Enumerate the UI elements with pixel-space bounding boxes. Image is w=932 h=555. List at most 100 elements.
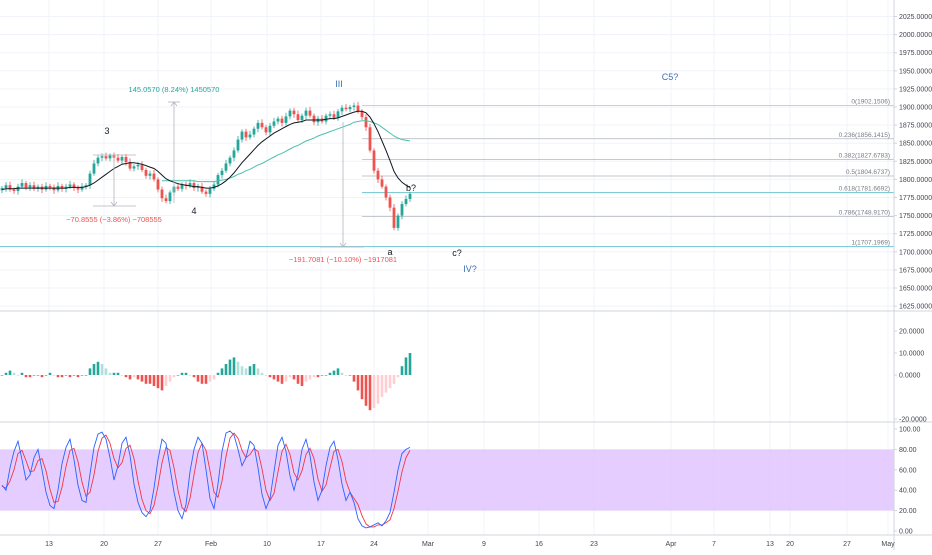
candle-body (4, 185, 8, 189)
histogram-bar (180, 372, 184, 375)
histogram-bar (228, 359, 232, 375)
elliott-wave-labels[interactable]: 3 4 III a b? c? IV? C5? (104, 72, 678, 274)
stochastic-axis[interactable]: 100.00 80.00 60.00 40.00 20.00 0.00 (894, 427, 921, 536)
candle-body (300, 115, 304, 121)
histogram-bar (252, 364, 256, 375)
time-axis-label: Apr (666, 541, 678, 548)
histogram-bar (168, 375, 172, 382)
stochastic-k-line (1, 430, 411, 529)
histogram-bar (272, 375, 276, 380)
candle-body (392, 207, 396, 228)
candle-body (140, 164, 144, 170)
candle-body (96, 157, 100, 164)
price-axis-label: 1975.0000 (899, 50, 932, 57)
histogram-bar (340, 372, 344, 375)
histogram-bar (372, 375, 376, 408)
histogram-bar (144, 375, 148, 384)
candle-body (24, 183, 28, 188)
fibonacci-retracement[interactable]: 0(1902.1506) 0.236(1856.1415) 0.382(1827.6… (0, 98, 894, 248)
ma-slow-line (162, 120, 411, 183)
wave-label-4: 4 (191, 206, 196, 216)
histogram-bar (140, 375, 144, 382)
time-axis-label: 24 (370, 541, 378, 548)
histogram-bar (12, 372, 16, 375)
candle-body (148, 173, 152, 176)
histogram-bar (188, 375, 192, 376)
price-axis-label: 1875.0000 (899, 123, 932, 130)
histogram-bar (312, 375, 316, 378)
histogram-bar (364, 375, 368, 406)
histogram-bar (240, 366, 244, 375)
candle-body (376, 170, 380, 180)
histogram-bar (392, 375, 396, 384)
candle-body (60, 185, 64, 189)
histogram-bar (108, 372, 112, 375)
time-axis-label: 9 (482, 541, 486, 548)
candle-body (312, 115, 316, 123)
candle-body (332, 114, 336, 118)
ma-fast-line (1, 110, 411, 190)
candle-body (12, 189, 16, 191)
histogram-bar (224, 364, 228, 375)
candle-body (384, 186, 388, 198)
time-axis[interactable]: 13 20 27 Feb 10 17 24 Mar 9 16 23 Apr 7 13 20 27 May (45, 541, 895, 548)
wave-label-IV: IV? (463, 264, 477, 274)
histogram-bar (288, 375, 292, 378)
histogram-bar (276, 375, 280, 382)
candle-body (236, 139, 240, 151)
candle-body (116, 157, 120, 161)
histogram-bar (28, 375, 32, 378)
wave-label-b: b? (406, 183, 416, 193)
candle-body (324, 115, 328, 122)
measure-big-arrow (339, 242, 347, 248)
candle-body (380, 179, 384, 187)
candle-body (264, 127, 268, 133)
histogram-axis[interactable]: 20.0000 10.0000 0.0000 -20.0000 (894, 329, 927, 424)
candle-body (204, 191, 208, 194)
price-axis[interactable]: 2025.0000 2000.0000 1975.0000 1950.0000 1925… (894, 14, 932, 311)
candle-body (364, 117, 368, 128)
candle-body (272, 121, 276, 126)
candle-body (340, 107, 344, 112)
histogram-bar (328, 372, 332, 375)
histogram-bar (156, 375, 160, 389)
histogram-bar (404, 357, 408, 375)
histogram-bar (336, 368, 340, 375)
candle-body (360, 111, 364, 118)
candle-body (308, 110, 312, 116)
histogram-bar (284, 375, 288, 382)
fib-level-label: 0.5(1804.6737) (846, 169, 890, 176)
price-axis-label: 1625.0000 (899, 304, 932, 311)
measurement-tools[interactable]: 145.0570 (8.24%) 1450570 −70.8555 (−3.86… (66, 85, 397, 264)
measure-up-label: 145.0570 (8.24%) 1450570 (129, 85, 220, 94)
time-axis-label: 16 (535, 541, 543, 548)
candle-body (212, 184, 216, 189)
candle-body (208, 188, 212, 194)
stochastic-axis-label: 40.00 (899, 488, 917, 495)
price-axis-label: 1900.0000 (899, 105, 932, 112)
histogram-bar (40, 375, 44, 378)
fib-level-label: 1(1707.1969) (851, 240, 890, 247)
wave-label-a: a (387, 247, 392, 257)
price-axis-label: 1700.0000 (899, 249, 932, 256)
histogram-bar (0, 375, 4, 376)
candle-body (256, 122, 260, 129)
candle-body (100, 156, 104, 158)
histogram-bar (348, 375, 352, 376)
histogram-bar (84, 375, 88, 376)
candle-body (196, 186, 200, 189)
candle-body (84, 185, 88, 187)
price-axis-label: 1650.0000 (899, 286, 932, 293)
measure-small-label: −70.8555 (−3.86%) −708555 (66, 215, 162, 224)
candle-body (176, 186, 180, 189)
histogram-bar (360, 375, 364, 400)
candle-body (120, 156, 124, 161)
histogram-bar (352, 375, 356, 382)
histogram-bar (280, 375, 284, 384)
histogram-bar (60, 375, 64, 378)
candle-body (216, 175, 220, 185)
histogram-bar (8, 370, 12, 375)
